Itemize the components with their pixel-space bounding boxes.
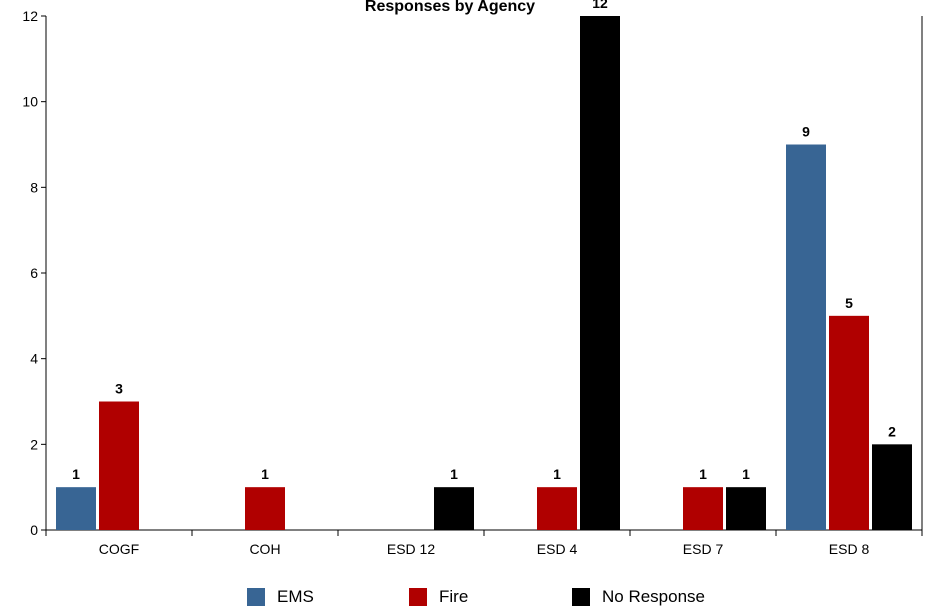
legend-label-ems: EMS — [277, 587, 314, 606]
legend-swatch-ems — [247, 588, 265, 606]
bar-fire — [245, 487, 285, 530]
data-label-ems: 1 — [72, 466, 80, 482]
data-label-no-response: 1 — [450, 466, 458, 482]
data-label-fire: 1 — [699, 466, 707, 482]
bar-fire — [683, 487, 723, 530]
legend-swatch-fire — [409, 588, 427, 606]
x-tick-label: ESD 4 — [537, 541, 578, 557]
data-label-no-response: 12 — [592, 0, 608, 11]
data-label-fire: 5 — [845, 295, 853, 311]
chart-title: Responses by Agency — [365, 0, 535, 15]
legend-label-no-response: No Response — [602, 587, 706, 606]
x-tick-label: COH — [249, 541, 280, 557]
bar-fire — [829, 315, 869, 530]
x-tick-label: COGF — [99, 541, 139, 557]
legend-label-fire: Fire — [439, 587, 469, 606]
bar-ems — [56, 487, 96, 530]
data-label-fire: 1 — [553, 466, 561, 482]
data-label-fire: 1 — [261, 466, 269, 482]
legend-swatch-no-response — [572, 588, 590, 606]
y-tick-label: 6 — [30, 265, 38, 281]
x-tick-label: ESD 12 — [387, 541, 435, 557]
legend-item-fire: Fire — [409, 587, 468, 607]
y-tick-label: 12 — [22, 8, 38, 24]
y-tick-label: 0 — [30, 522, 38, 538]
data-label-no-response: 2 — [888, 423, 896, 439]
bar-no-response — [580, 16, 620, 530]
legend-item-ems: EMS — [247, 587, 314, 607]
y-tick-label: 2 — [30, 436, 38, 452]
bar-fire — [99, 401, 139, 530]
y-tick-label: 8 — [30, 179, 38, 195]
data-label-fire: 3 — [115, 381, 123, 397]
x-tick-label: ESD 7 — [683, 541, 724, 557]
x-tick-label: ESD 8 — [829, 541, 870, 557]
bar-fire — [537, 487, 577, 530]
bar-ems — [786, 144, 826, 530]
bar-no-response — [872, 444, 912, 530]
bar-no-response — [726, 487, 766, 530]
legend: EMS Fire No Response — [0, 584, 928, 610]
legend-item-no-response: No Response — [572, 587, 705, 607]
y-tick-label: 10 — [22, 94, 38, 110]
data-label-ems: 9 — [802, 124, 810, 140]
y-tick-label: 4 — [30, 351, 38, 367]
data-label-no-response: 1 — [742, 466, 750, 482]
bar-no-response — [434, 487, 474, 530]
